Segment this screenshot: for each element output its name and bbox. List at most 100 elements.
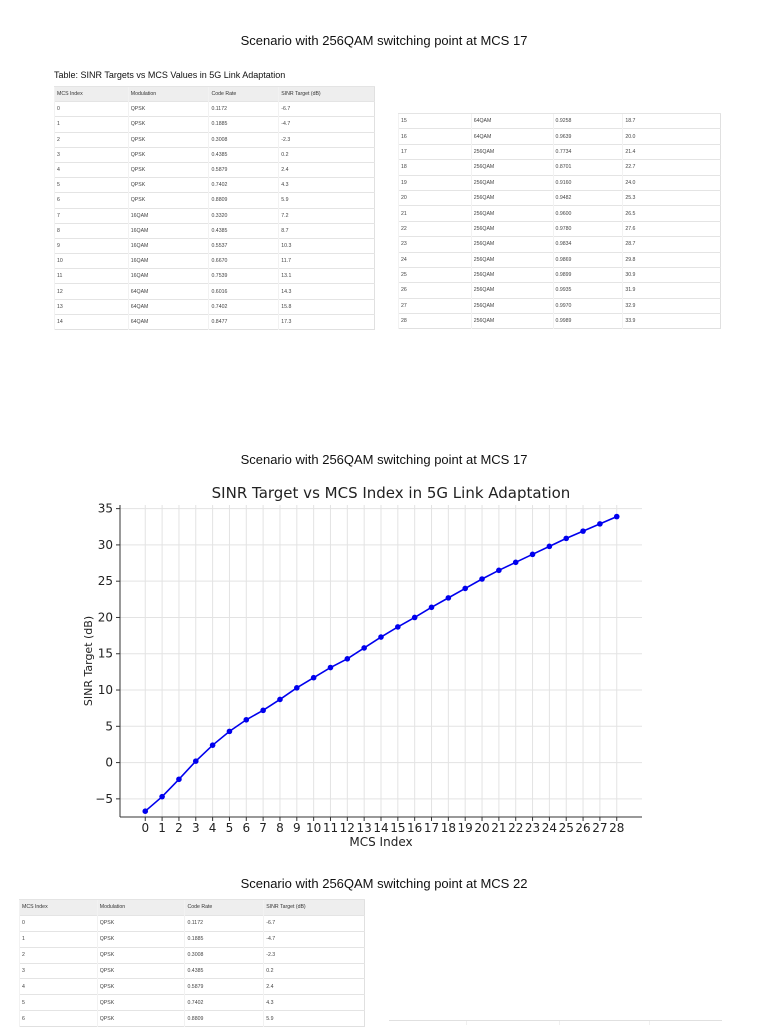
x-tick-label: 1 [158,821,166,835]
code-rate-cell: 0.7734 [552,143,623,160]
data-point [142,808,149,814]
mcs-index-cell: 17 [398,143,472,160]
data-point [395,624,401,630]
data-point [378,634,384,640]
code-rate-cell: 0.4385 [208,146,279,163]
data-point [462,585,468,592]
code-rate-cell: 0.7402 [208,298,279,315]
code-rate-cell: 0.1172 [208,101,279,117]
modulation-cell: QPSK [127,161,209,178]
code-rate-cell: 0.6670 [208,253,279,269]
table-row: 1 QPSK 0.1885 -4.7 [19,930,365,948]
x-tick-label: 21 [491,821,506,835]
modulation-cell: QPSK [96,914,185,932]
code-rate-cell: 0.4385 [184,962,264,979]
code-rate-cell: 0.1885 [184,930,264,948]
mcs-index-cell: 26 [398,282,472,299]
modulation-cell: 256QAM [470,220,554,237]
table-row: 27 256QAM 0.9970 32.9 [398,297,721,314]
x-axis-label: MCS Index [349,835,412,849]
sinr-target-cell: 13.1 [278,268,375,284]
data-point [277,696,283,703]
x-tick-label: 27 [592,821,607,835]
sinr-target-cell: 7.2 [278,207,375,224]
modulation-cell: 256QAM [470,297,554,314]
mcs-index-cell: 13 [54,298,129,315]
data-point [327,664,334,671]
code-rate-cell: 0.4385 [208,222,279,239]
table-row: 2 QPSK 0.3008 -2.3 [54,131,375,148]
sinr-target-cell: 10.3 [278,237,375,254]
table-row: 19 256QAM 0.9160 24.0 [398,174,721,191]
table-row: 15 64QAM 0.9258 18.7 [398,112,721,129]
table-row: 16 64QAM 0.9639 20.0 [398,128,721,145]
table-row: 7 16QAM 0.3320 7.2 [54,207,375,224]
sinr-target-cell: 29.8 [622,251,721,268]
data-point [192,758,199,764]
modulation-cell: 256QAM [470,266,554,283]
x-tick-label: 9 [293,821,301,835]
code-rate-cell: 0.3008 [184,946,264,964]
sinr-target-cell: 5.9 [263,1010,365,1027]
data-point [580,528,586,534]
code-rate-cell: 0.5537 [208,237,279,254]
sinr-target-cell: 4.3 [278,177,375,193]
sinr-target-cell: 2.4 [263,978,365,995]
modulation-cell: 64QAM [127,298,209,315]
y-tick-label: 10 [98,683,113,697]
table-row: 9 16QAM 0.5537 10.3 [54,237,375,254]
code-rate-cell: 0.8701 [552,159,623,176]
scenario-title-2: Scenario with 256QAM switching point at … [240,452,528,467]
mcs-index-cell: 12 [54,283,129,300]
modulation-cell: 16QAM [127,253,209,269]
x-tick-label: 13 [357,821,372,835]
header-modulation: Modulation [96,899,185,916]
modulation-cell: QPSK [127,101,209,117]
x-tick-label: 25 [559,821,574,835]
sinr-target-cell: 2.4 [278,161,375,178]
mcs-index-cell: 9 [54,237,129,254]
x-tick-label: 10 [306,821,321,835]
data-point [361,645,367,651]
data-point [512,559,519,566]
x-tick-label: 18 [441,821,456,835]
x-tick-label: 2 [175,821,183,835]
x-tick-label: 22 [508,821,523,835]
x-tick-label: 14 [373,821,388,835]
mcs-index-cell: 3 [19,962,98,979]
data-point [597,521,603,527]
table-row: 6 QPSK 0.8809 5.9 [19,1010,365,1027]
sinr-target-cell: 26.5 [622,205,721,222]
code-rate-cell: 0.8809 [208,192,279,208]
x-tick-label: 3 [192,821,200,835]
table-row: 24 256QAM 0.9869 29.8 [398,251,721,268]
data-point [445,595,452,601]
table-row: 2 QPSK 0.3008 -2.3 [19,946,365,964]
table-row: 6 QPSK 0.8809 5.9 [54,192,375,208]
modulation-cell: 256QAM [470,205,554,222]
mcs-index-cell: 7 [54,207,129,224]
mcs-index-cell: 5 [54,177,129,193]
modulation-cell: QPSK [96,978,185,995]
data-point [613,513,620,520]
header-sinr-target: SINR Target (dB) [278,85,375,102]
y-tick-label: 30 [98,538,113,552]
code-rate-cell: 0.3320 [208,207,279,224]
sinr-target-cell: -2.3 [278,131,375,148]
mcs-index-cell: 18 [398,159,472,176]
sinr-target-cell: 20.0 [622,128,721,145]
sinr-target-cell: 31.9 [622,282,721,299]
table-row: 1 QPSK 0.1885 -4.7 [54,116,375,133]
modulation-cell: QPSK [127,131,209,148]
code-rate-cell: 0.7402 [208,177,279,193]
code-rate-cell: 0.7402 [184,994,264,1011]
sinr-target-cell: 33.9 [622,313,721,329]
sinr-target-cell: 8.7 [278,222,375,239]
code-rate-cell: 0.9935 [552,282,623,299]
sinr-target-cell: -4.7 [263,930,365,948]
sinr-target-cell: -4.7 [278,116,375,133]
data-point [176,776,182,783]
mcs-index-cell: 21 [398,205,472,222]
modulation-cell: QPSK [127,192,209,208]
data-point [479,576,485,582]
